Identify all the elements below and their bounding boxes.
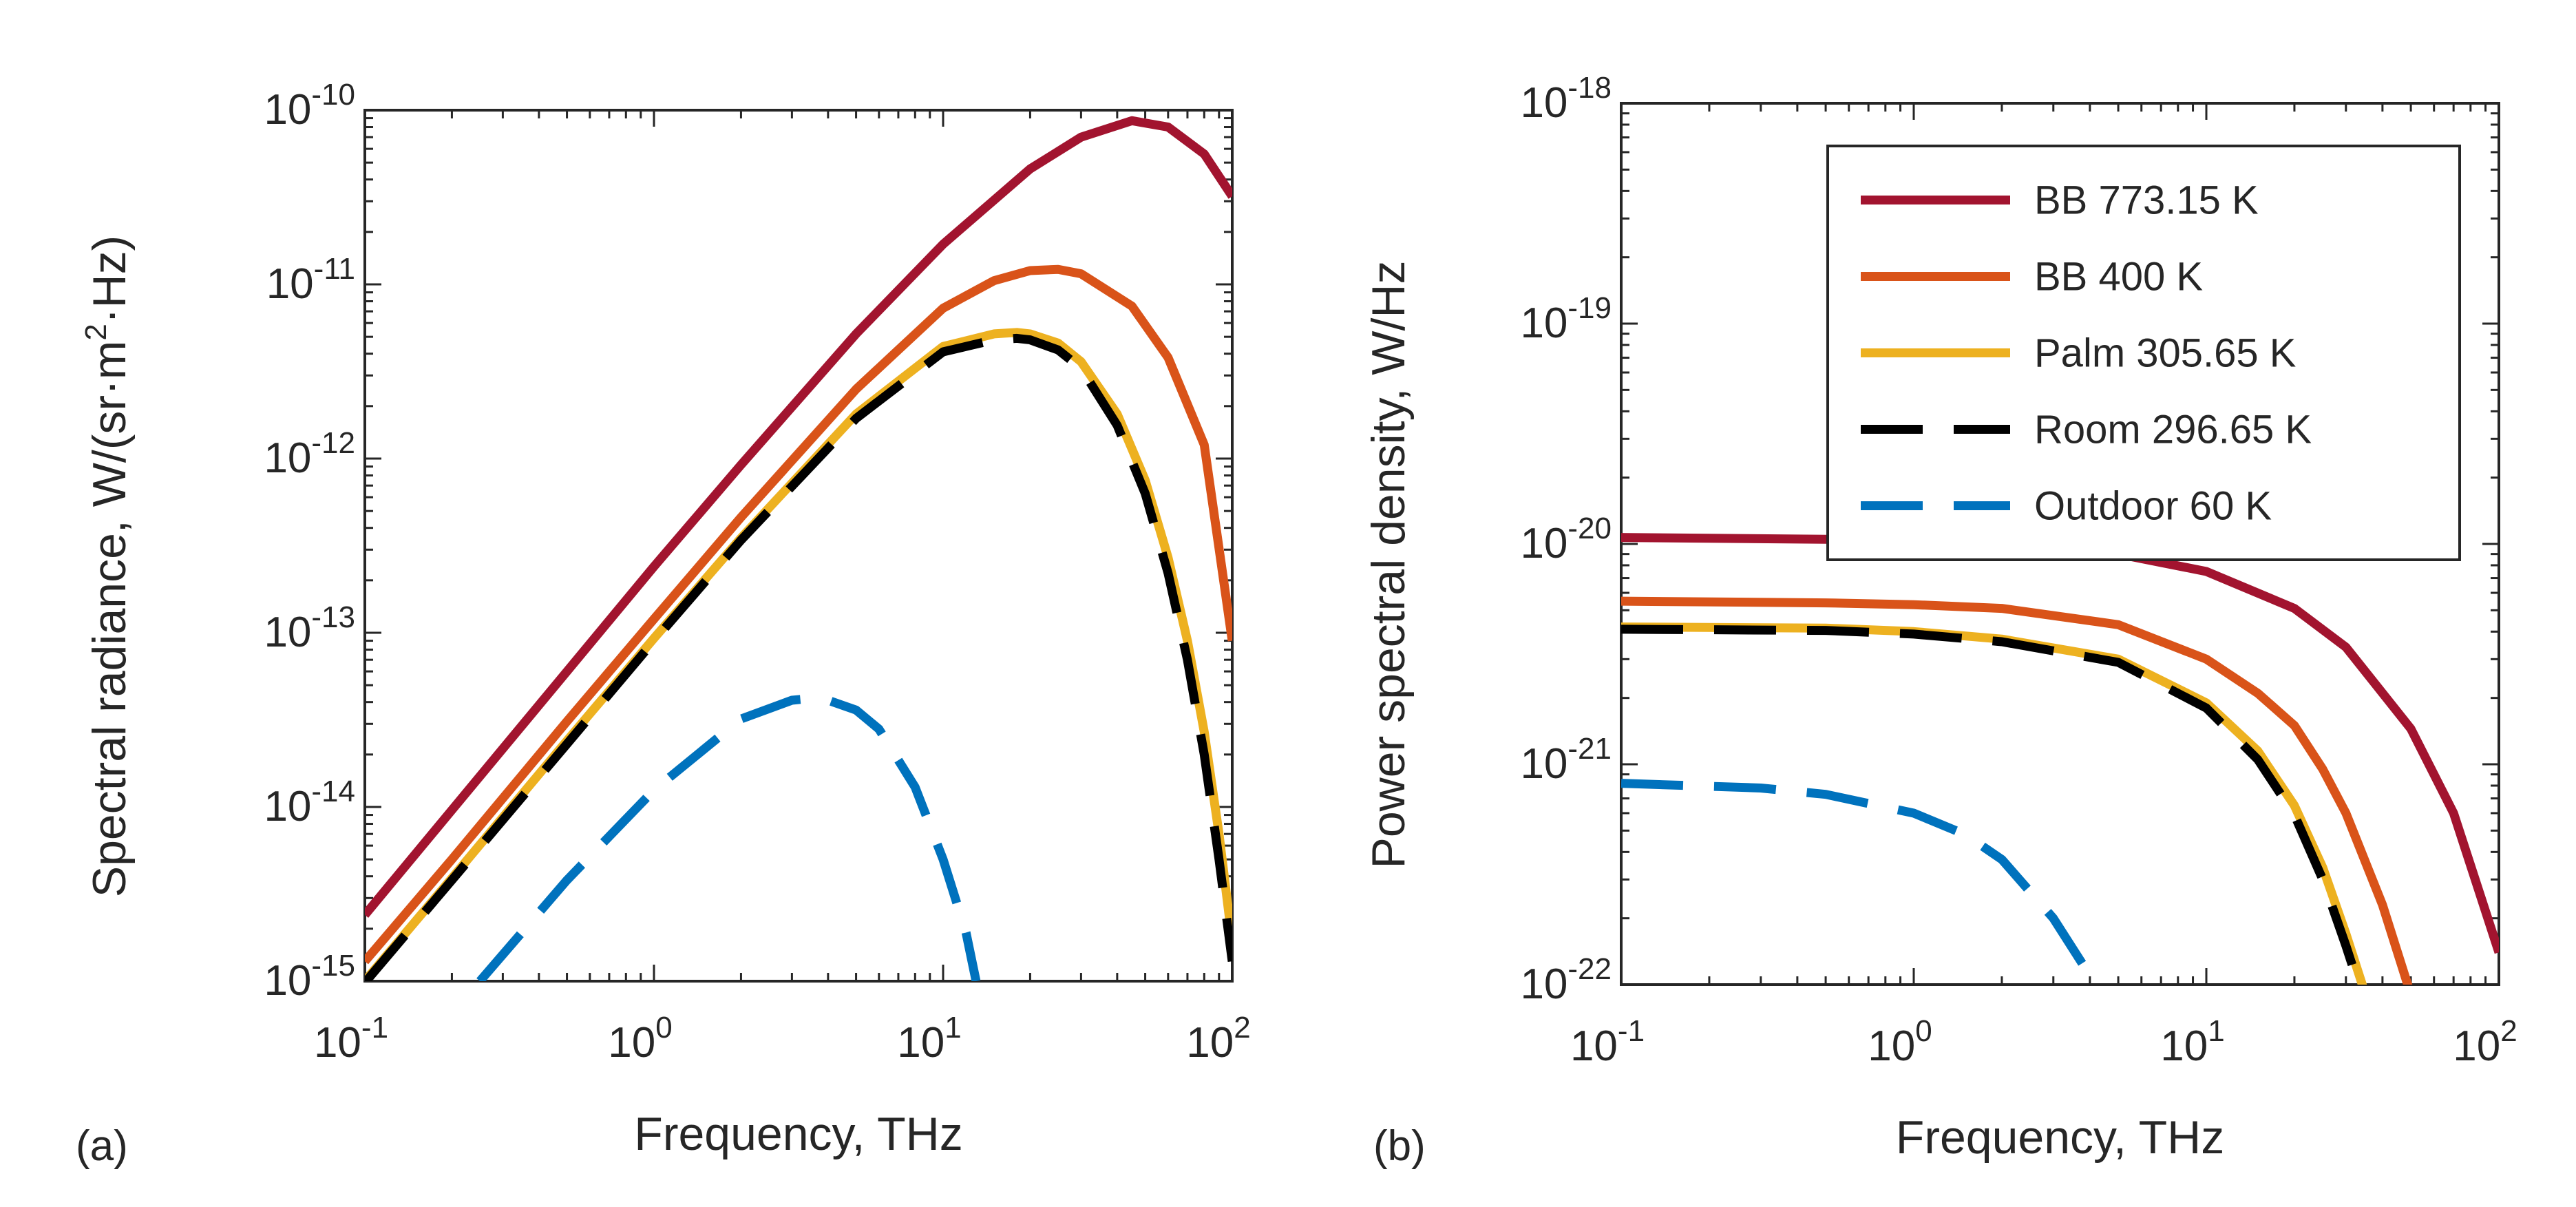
panel-a-y-tick-label: 10-10 <box>264 78 355 134</box>
panel-b-y-tick-label: 10-20 <box>1520 512 1612 567</box>
panel-a-chart: 10-1 100 101 102 10-15 10-14 10-13 10-12 10-11 10… <box>76 78 1251 1170</box>
panel-b-y-tick-label: 10-21 <box>1520 732 1612 788</box>
series-line-palm-305-65-k <box>1621 622 2367 985</box>
series-line-room-296-65-k <box>1621 625 2363 985</box>
panel-b-plot-area <box>1621 533 2499 985</box>
panel-b-y-axis-label: Power spectral density, W/Hz <box>1362 260 1415 868</box>
panel-b-panel-label: (b) <box>1373 1122 1426 1170</box>
legend-label: Palm 305.65 K <box>2034 331 2297 376</box>
panel-a-y-axis-label: Spectral radiance, W/(sr·m2·Hz) <box>79 235 136 898</box>
series-line-room-296-65-k <box>365 333 1232 981</box>
panel-a-x-tick-label: 101 <box>897 1011 961 1067</box>
panel-b-x-tick-label: 102 <box>2453 1014 2517 1070</box>
panel-b-x-tick-label: 10-1 <box>1570 1014 1645 1070</box>
panel-a-axes-box <box>363 109 1234 983</box>
panel-b-y-tick-label: 10-18 <box>1520 71 1612 127</box>
panel-a-y-tick-label: 10-12 <box>264 426 355 482</box>
panel-a-plot-area <box>365 116 1232 981</box>
panel-b-x-tick-label: 100 <box>1868 1014 1932 1070</box>
panel-a-y-tick-label: 10-13 <box>264 600 355 656</box>
series-line-outdoor-60-k <box>1621 779 2100 985</box>
panel-a-y-tick-label: 10-11 <box>266 252 355 308</box>
legend-label: BB 400 K <box>2034 255 2203 300</box>
legend-label: Room 296.65 K <box>2034 408 2312 452</box>
panel-a-x-tick-label: 100 <box>608 1011 672 1067</box>
panel-b-y-tick-label: 10-22 <box>1520 952 1612 1008</box>
panel-b-x-axis-label: Frequency, THz <box>1896 1111 2224 1164</box>
series-line-bb-773-15-k <box>365 116 1232 918</box>
panel-b-y-tick-label: 10-19 <box>1520 291 1612 347</box>
panel-a-x-axis-label: Frequency, THz <box>634 1108 962 1160</box>
panel-a-x-tick-label: 102 <box>1186 1011 1250 1067</box>
panel-a-y-tick-label: 10-14 <box>264 775 355 830</box>
legend-label: Outdoor 60 K <box>2034 484 2272 529</box>
series-line-bb-400-k <box>365 264 1232 965</box>
series-line-outdoor-60-k <box>476 693 981 981</box>
legend-label: BB 773.15 K <box>2034 178 2259 223</box>
legend: BB 773.15 K BB 400 K Palm 305.65 K Room 296… <box>1826 145 2461 561</box>
series-line-bb-400-k <box>1621 596 2413 985</box>
panel-b-x-tick-label: 101 <box>2160 1014 2224 1070</box>
panel-a-x-tick-label: 10-1 <box>314 1011 388 1067</box>
series-line-palm-305-65-k <box>365 328 1232 981</box>
panel-a-panel-label: (a) <box>76 1122 128 1170</box>
panel-a-y-tick-label: 10-15 <box>264 949 355 1005</box>
